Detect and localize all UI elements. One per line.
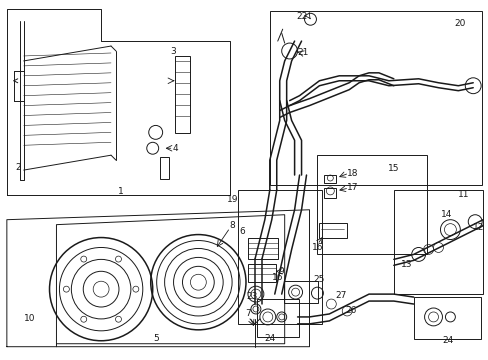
Text: 18: 18 — [346, 168, 358, 177]
Text: 12: 12 — [471, 223, 483, 232]
Text: 21: 21 — [297, 49, 308, 58]
Text: 11: 11 — [457, 190, 468, 199]
Text: 27: 27 — [335, 291, 346, 300]
Bar — [269, 11, 481, 185]
Bar — [160, 157, 168, 179]
Text: 14: 14 — [440, 210, 451, 219]
Text: 13: 13 — [400, 260, 412, 269]
Text: 22: 22 — [295, 12, 306, 21]
Bar — [324, 188, 336, 198]
Bar — [247, 264, 275, 282]
Text: 24: 24 — [442, 336, 453, 345]
Bar — [319, 223, 346, 238]
Text: 9: 9 — [278, 267, 284, 276]
Bar — [247, 238, 277, 260]
Text: 3: 3 — [170, 46, 176, 55]
Text: 1: 1 — [118, 188, 123, 197]
Text: 17: 17 — [346, 184, 358, 193]
Text: 7: 7 — [244, 310, 250, 319]
Text: 6: 6 — [239, 227, 244, 236]
Text: 8: 8 — [229, 221, 235, 230]
Text: 26: 26 — [345, 306, 356, 315]
Bar — [174, 56, 190, 133]
Bar — [393, 190, 482, 294]
Text: 2: 2 — [15, 163, 20, 172]
Text: 4: 4 — [172, 144, 178, 153]
Bar — [317, 155, 426, 255]
Text: 15: 15 — [387, 163, 399, 172]
Text: 16: 16 — [271, 273, 283, 282]
Text: 25: 25 — [313, 275, 325, 284]
Text: 23: 23 — [246, 292, 257, 301]
Bar — [283, 281, 318, 303]
Text: 10: 10 — [24, 314, 35, 323]
Bar — [324, 175, 336, 183]
Text: 19: 19 — [227, 195, 238, 204]
Bar — [238, 190, 322, 324]
Bar — [256, 299, 298, 337]
Text: 20: 20 — [454, 19, 465, 28]
Text: 5: 5 — [153, 334, 158, 343]
Text: 16: 16 — [311, 243, 323, 252]
Bar — [413, 297, 480, 339]
Text: 24: 24 — [264, 334, 275, 343]
